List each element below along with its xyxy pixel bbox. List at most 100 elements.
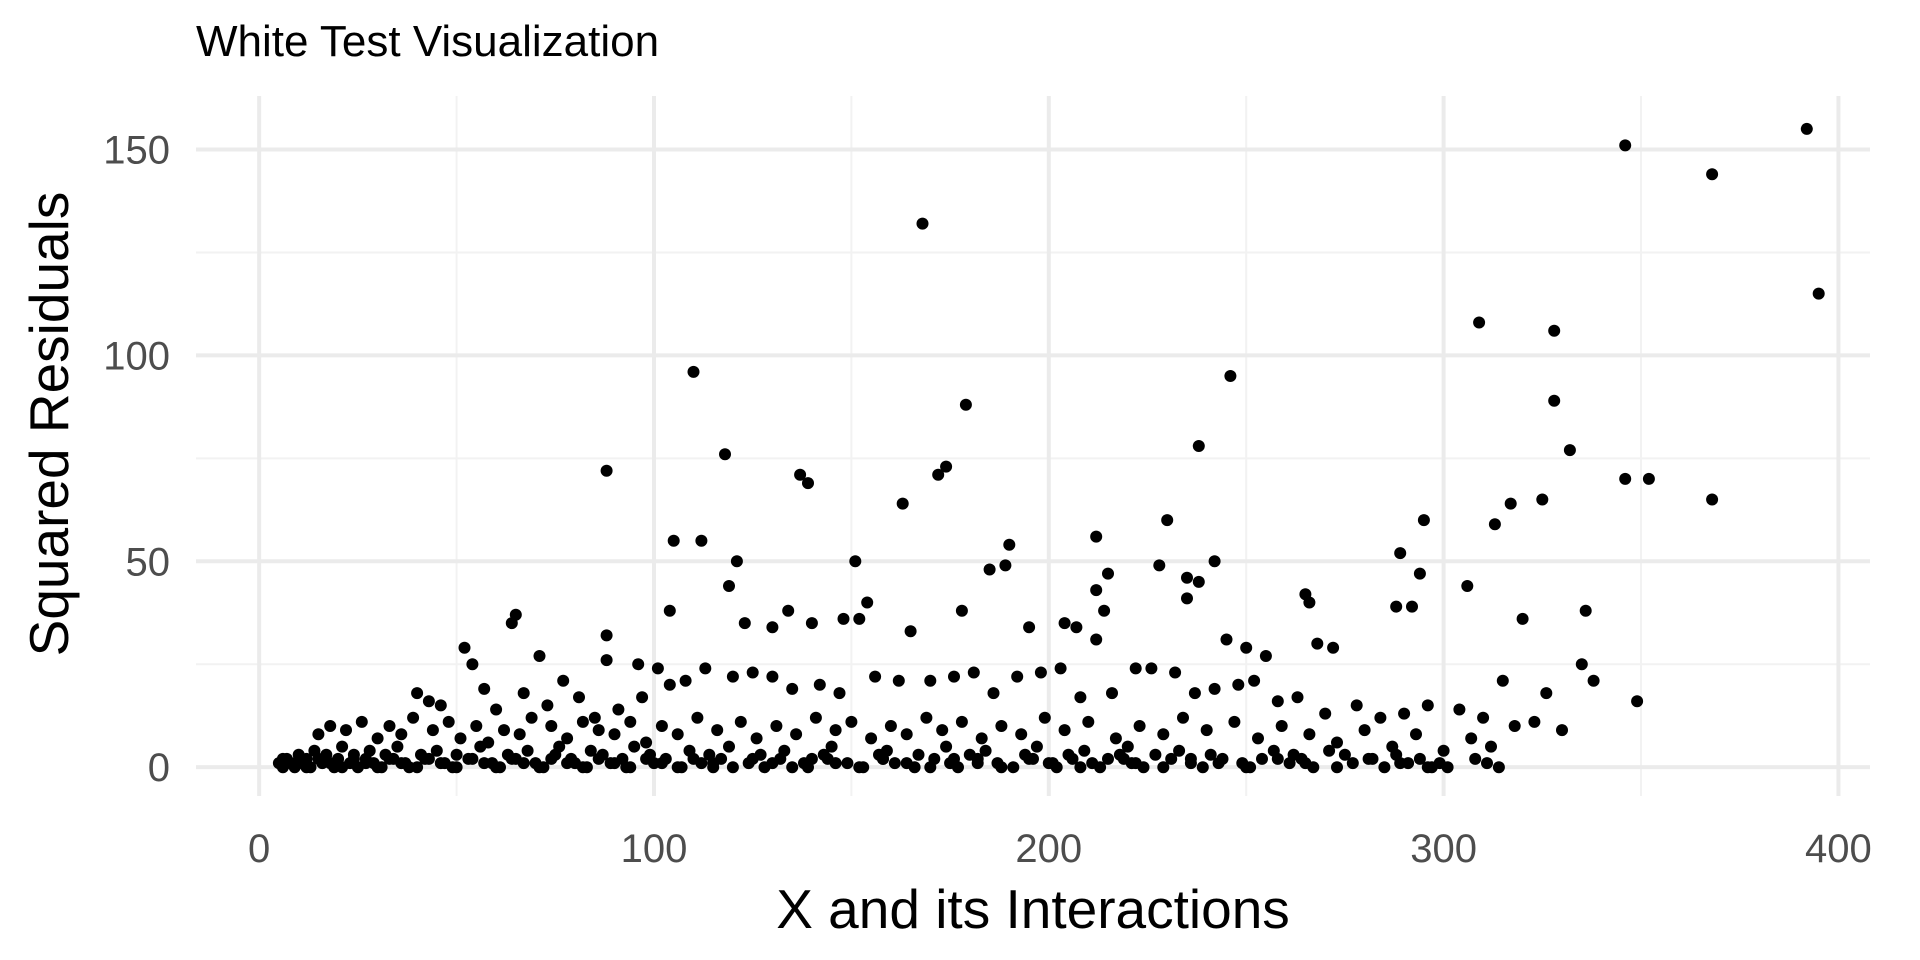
x-tick-label: 300: [1410, 827, 1477, 871]
data-point: [809, 711, 822, 724]
data-point: [979, 744, 992, 757]
data-point: [1157, 728, 1170, 741]
data-point: [948, 670, 960, 683]
data-point: [1212, 757, 1225, 770]
data-point: [971, 757, 984, 770]
data-point: [1121, 740, 1134, 753]
data-point: [1350, 699, 1363, 712]
data-point: [837, 612, 850, 625]
data-point: [987, 687, 1000, 700]
data-point: [1196, 761, 1209, 774]
data-point: [608, 728, 621, 741]
data-point: [391, 740, 404, 753]
data-point: [1030, 740, 1043, 753]
data-point: [1102, 567, 1114, 580]
data-point: [478, 757, 491, 770]
data-point: [1011, 670, 1024, 683]
data-point: [995, 720, 1008, 732]
data-point: [924, 674, 937, 687]
data-point: [1358, 724, 1371, 737]
data-point: [407, 711, 420, 724]
data-point: [1327, 641, 1340, 654]
data-point: [671, 761, 684, 774]
data-point: [1291, 691, 1304, 704]
data-point: [1421, 699, 1434, 712]
data-point: [663, 678, 676, 691]
data-point: [1232, 678, 1245, 691]
data-point: [1184, 752, 1197, 765]
data-point: [825, 740, 838, 753]
data-point: [1394, 547, 1407, 560]
data-point: [723, 580, 735, 592]
data-point: [983, 563, 996, 576]
data-point: [1038, 711, 1051, 724]
data-point: [411, 761, 424, 774]
data-point: [1177, 711, 1189, 724]
data-point: [924, 761, 937, 774]
x-tick-label: 0: [248, 827, 270, 871]
data-point: [738, 617, 751, 630]
data-point: [371, 761, 384, 774]
data-point: [636, 691, 649, 704]
data-point: [1070, 621, 1083, 634]
data-point: [995, 761, 1008, 774]
data-point: [553, 740, 566, 753]
data-point: [802, 477, 814, 490]
data-point: [805, 617, 818, 630]
data-point: [1303, 728, 1316, 741]
data-point: [1413, 567, 1426, 580]
data-point: [1046, 757, 1059, 770]
data-point: [711, 724, 724, 737]
data-point: [450, 748, 463, 761]
data-point: [1563, 444, 1576, 457]
data-point: [730, 555, 743, 568]
data-point: [1094, 761, 1107, 774]
data-point: [525, 711, 538, 724]
data-point: [1575, 658, 1588, 671]
data-point: [1192, 575, 1205, 588]
data-point: [691, 711, 704, 724]
data-point: [450, 761, 463, 774]
data-point: [861, 596, 874, 609]
data-point: [1252, 732, 1264, 745]
data-point: [1224, 370, 1237, 382]
data-point: [1406, 600, 1418, 613]
data-point: [533, 650, 546, 662]
data-point: [1488, 518, 1501, 531]
minor-gridlines-y: [196, 251, 1870, 666]
data-point: [1248, 674, 1261, 687]
data-point: [829, 757, 842, 770]
data-point: [454, 732, 467, 745]
data-point: [1106, 687, 1118, 700]
data-point: [600, 464, 613, 477]
data-point: [1619, 472, 1632, 485]
data-point: [1496, 674, 1509, 687]
data-point: [936, 724, 949, 737]
data-point: [1090, 530, 1103, 543]
data-point: [1240, 761, 1253, 774]
data-point: [1173, 744, 1186, 757]
data-point: [940, 460, 953, 473]
data-point: [750, 732, 763, 745]
data-point: [498, 724, 510, 737]
data-point: [1410, 728, 1422, 741]
data-point: [426, 724, 439, 737]
data-point: [1259, 650, 1272, 662]
data-point: [671, 728, 684, 741]
data-point: [1394, 757, 1407, 770]
data-point: [1492, 761, 1505, 774]
data-point: [470, 720, 483, 732]
data-point: [723, 740, 735, 753]
data-point: [967, 666, 980, 679]
data-point: [1508, 720, 1521, 732]
data-point: [786, 761, 799, 774]
data-point: [794, 468, 807, 481]
data-point: [1129, 662, 1142, 675]
data-point: [1034, 666, 1047, 679]
data-point: [490, 703, 503, 716]
data-point: [1642, 472, 1655, 485]
data-point: [1058, 724, 1071, 737]
data-point: [1153, 559, 1166, 572]
data-point: [624, 761, 637, 774]
data-point: [1271, 752, 1284, 765]
